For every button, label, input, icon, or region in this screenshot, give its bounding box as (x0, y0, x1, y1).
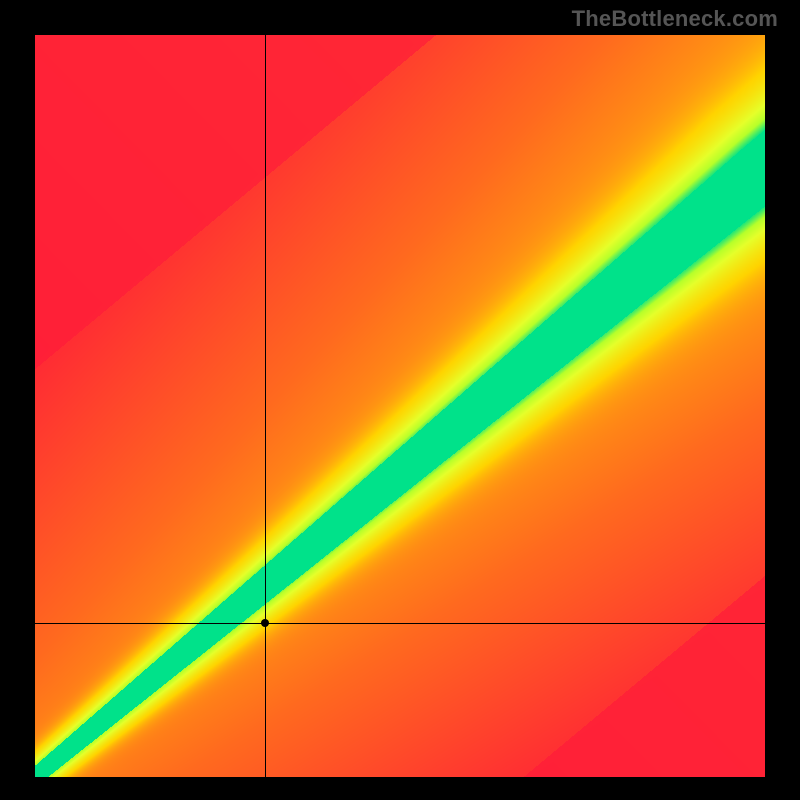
bottleneck-heatmap (35, 35, 765, 777)
crosshair-vertical-line (265, 35, 266, 777)
heatmap-plot-area (35, 35, 765, 777)
crosshair-horizontal-line (35, 623, 765, 624)
watermark-text: TheBottleneck.com (0, 6, 800, 32)
crosshair-marker-dot (261, 619, 269, 627)
